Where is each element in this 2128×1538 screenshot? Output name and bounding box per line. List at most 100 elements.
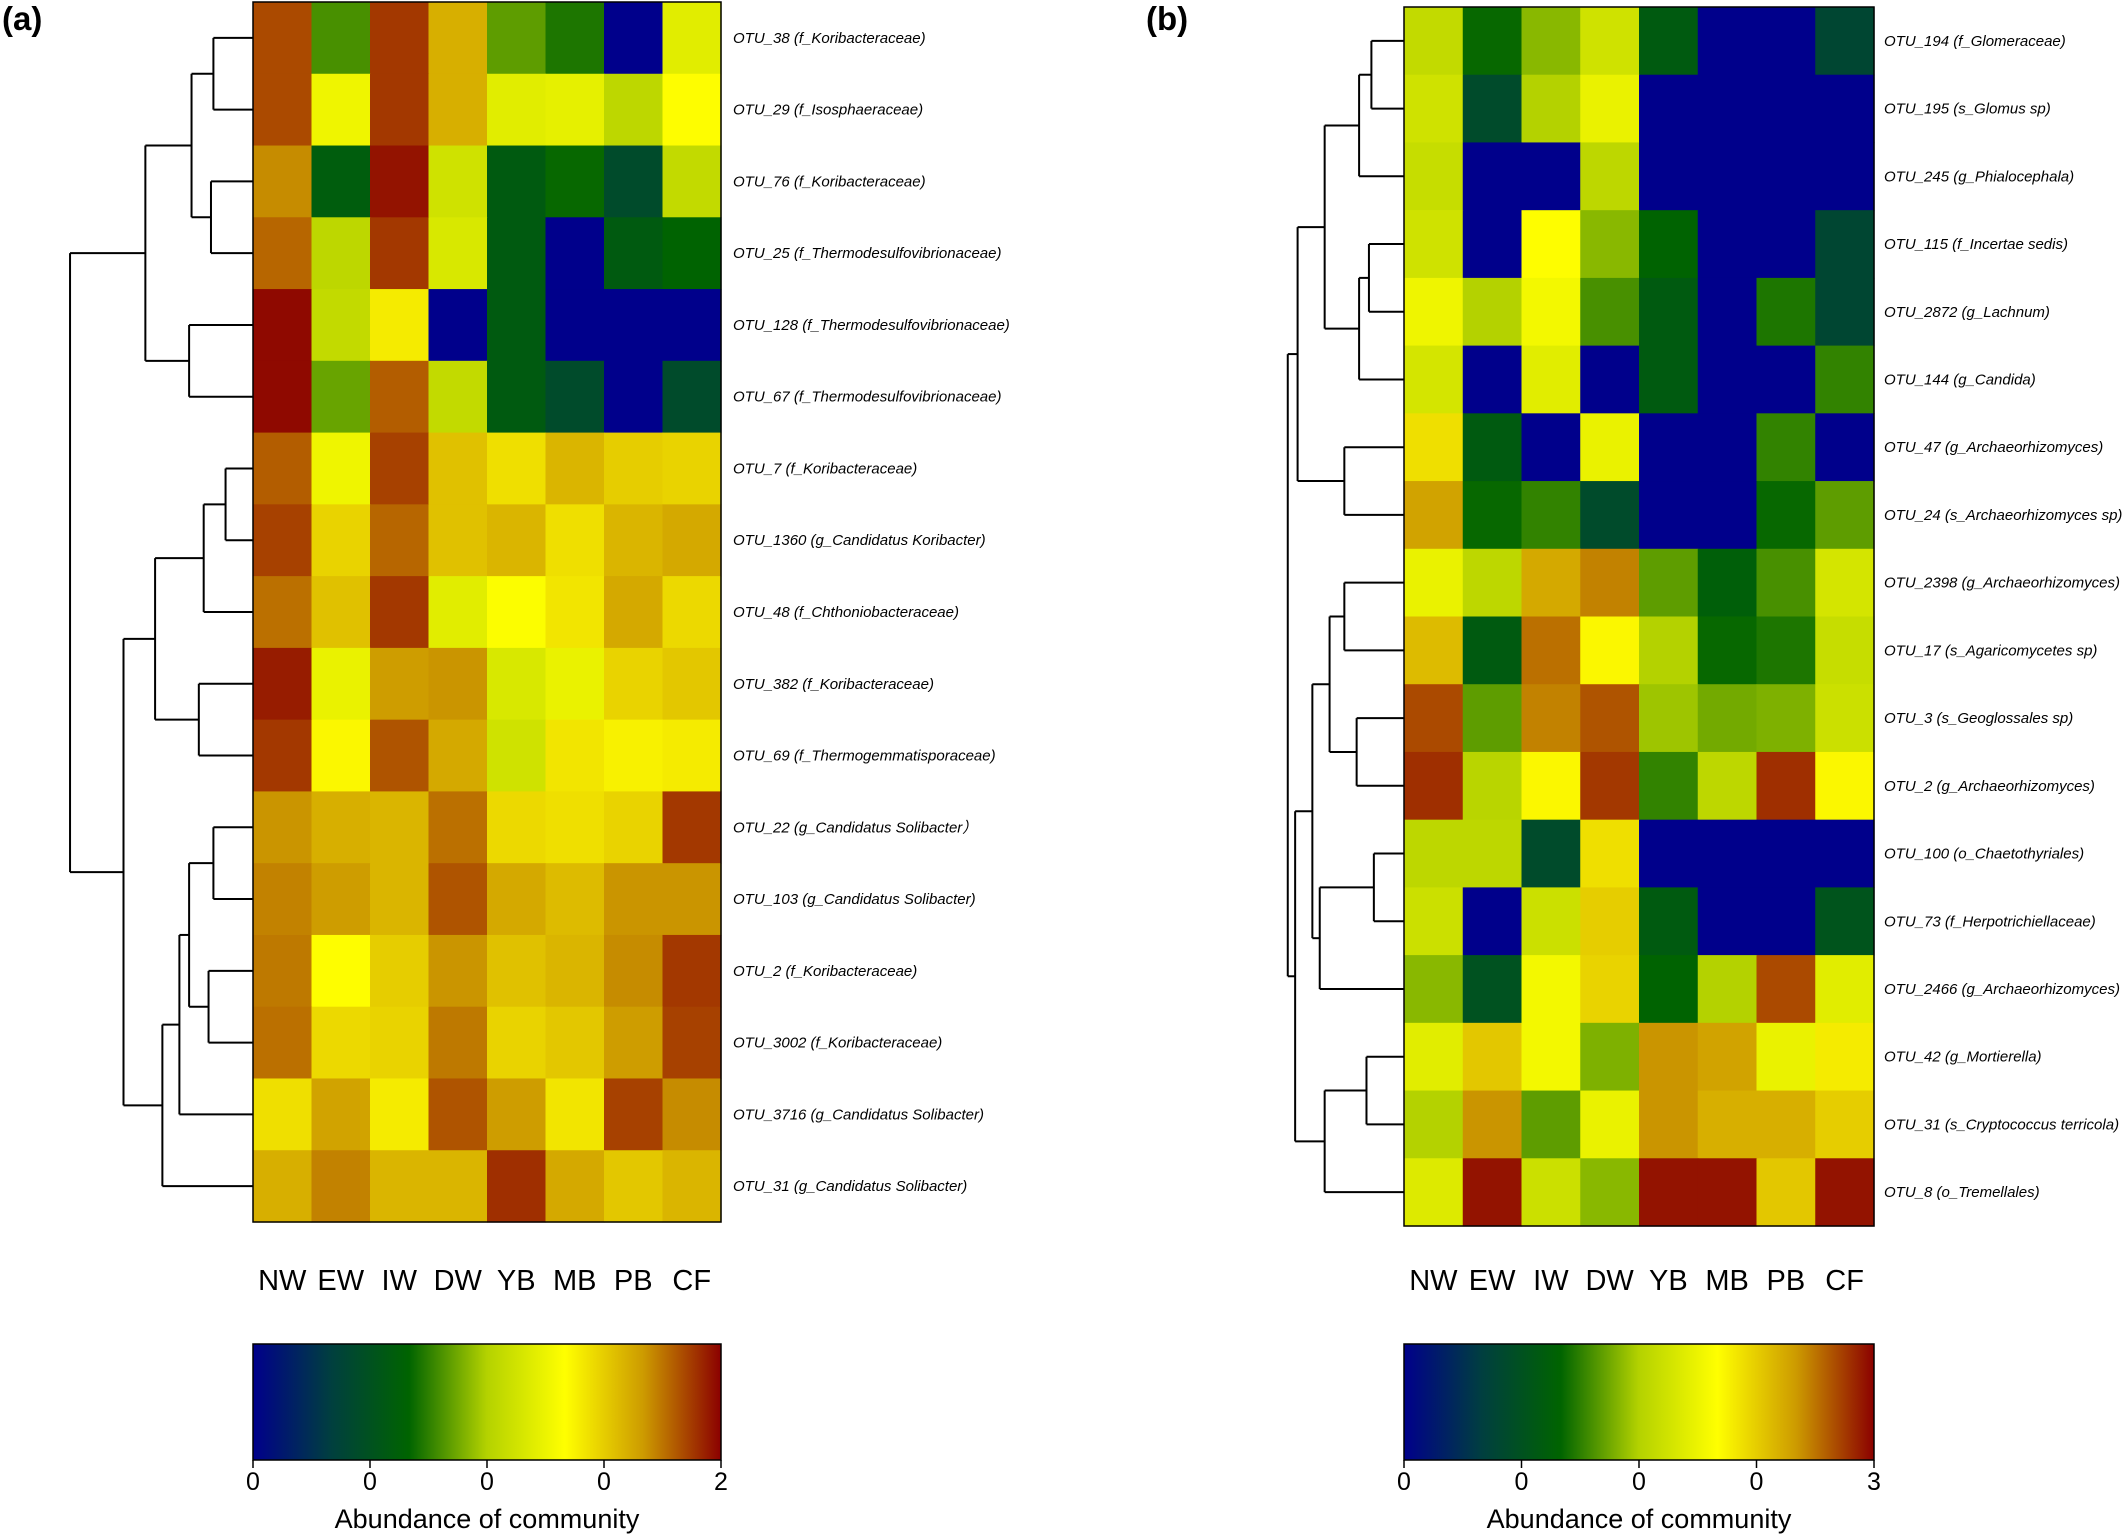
heatmap-cell (1462, 74, 1523, 144)
heatmap-cell (662, 647, 722, 721)
heatmap-cell (253, 217, 313, 290)
heatmap-cell (370, 73, 430, 147)
row-label: OTU_7 (f_Koribacteraceae) (733, 460, 917, 477)
heatmap-cell (311, 1150, 371, 1223)
row-label: OTU_128 (f_Thermodesulfovibrionaceae) (733, 317, 1010, 334)
row-label: OTU_8 (o_Tremellales) (1884, 1184, 2040, 1201)
heatmap-cell (1580, 751, 1640, 821)
row-dendrogram (69, 36, 253, 1188)
heatmap-cell (545, 863, 605, 936)
panel-a-label: (a) (2, 0, 42, 37)
heatmap-cell (1580, 1090, 1640, 1159)
row-label: OTU_3716 (g_Candidatus Solibacter) (733, 1106, 984, 1123)
heatmap-cell (1580, 548, 1640, 618)
row-label: OTU_3002 (f_Koribacteraceae) (733, 1035, 942, 1052)
heatmap-cell (1697, 142, 1758, 211)
heatmap-cell (1580, 684, 1640, 753)
heatmap-cell (1580, 887, 1640, 956)
panel-b-label: (b) (1146, 0, 1188, 37)
heatmap-cell (1580, 481, 1640, 550)
column-label: EW (1469, 1265, 1516, 1297)
heatmap-cell (370, 289, 430, 362)
heatmap-cell (370, 217, 430, 290)
heatmap-cell (253, 791, 313, 864)
row-label: OTU_2398 (g_Archaeorhizomyces) (1884, 575, 2120, 592)
heatmap-cell (1462, 548, 1523, 618)
heatmap-cell (545, 145, 605, 218)
heatmap-cell (1521, 1158, 1581, 1227)
heatmap-cell (662, 1006, 722, 1080)
colorbar-tick-label: 0 (1632, 1468, 1646, 1496)
heatmap-cell (1521, 210, 1581, 279)
heatmap-cell (253, 934, 313, 1008)
heatmap-cell (662, 360, 722, 434)
heatmap-cell (1580, 142, 1640, 211)
heatmap-cell (428, 647, 488, 721)
column-label: YB (497, 1265, 536, 1297)
panel-b: (b) OTU_194 (f_Glomeraceae) OTU_195 (s_Gl… (1146, 0, 2122, 1534)
row-label: OTU_67 (f_Thermodesulfovibrionaceae) (733, 389, 1001, 406)
heatmap-cell (1697, 548, 1758, 618)
heatmap-cell (487, 217, 547, 290)
heatmap-cell (545, 217, 605, 290)
heatmap-cell (253, 647, 313, 721)
colorbar-gradient (252, 1343, 722, 1461)
heatmap-cell (662, 432, 722, 505)
heatmap-cell (253, 504, 313, 577)
heatmap-cell (1580, 819, 1640, 888)
heatmap-cell (1756, 1090, 1816, 1159)
heatmap-cell (311, 1006, 371, 1080)
heatmap-cell (1697, 277, 1758, 347)
heatmap-cell (604, 576, 664, 649)
heatmap-cell (370, 934, 430, 1008)
heatmap-cell (1462, 142, 1523, 211)
colorbar-tick-label: 0 (480, 1468, 494, 1496)
heatmap-cell (1815, 819, 1875, 888)
heatmap-cell (1815, 1090, 1875, 1159)
heatmap-cell (604, 1006, 664, 1080)
heatmap-cell (1462, 413, 1523, 482)
column-label: MB (553, 1265, 597, 1297)
heatmap-cell (1580, 413, 1640, 482)
heatmap-cell (1404, 277, 1464, 347)
heatmap-cell (428, 791, 488, 864)
heatmap-cell (428, 1006, 488, 1080)
colorbar-title: Abundance of community (1487, 1504, 1792, 1534)
heatmap-cell (545, 1150, 605, 1223)
row-label: OTU_29 (f_Isosphaeraceae) (733, 102, 923, 119)
heatmap-cell (1756, 142, 1816, 211)
row-label: OTU_245 (g_Phialocephala) (1884, 168, 2074, 185)
heatmap-cell (1697, 481, 1758, 550)
heatmap-cell (253, 73, 313, 147)
row-label: OTU_22 (g_Candidatus Solibacter） (733, 819, 977, 836)
heatmap-cell (311, 504, 371, 577)
heatmap-cell (428, 360, 488, 434)
heatmap-cell (428, 1078, 488, 1151)
heatmap-cell (1404, 413, 1464, 482)
heatmap-cell (487, 791, 547, 864)
heatmap-cell (1756, 277, 1816, 347)
heatmap-cell (1521, 819, 1581, 888)
heatmap-cell (428, 2, 488, 75)
heatmap-cell (1404, 74, 1464, 144)
heatmap-cell (1404, 1090, 1464, 1159)
column-label: CF (1825, 1265, 1864, 1297)
heatmap-cell (428, 504, 488, 577)
panel-a: (a) OTU_38 (f_Koribacteraceae) OTU_29 (f_… (2, 0, 1010, 1534)
heatmap-cell (1639, 1090, 1699, 1159)
heatmap-cell (604, 863, 664, 936)
heatmap-cell (428, 719, 488, 793)
heatmap-cell (370, 2, 430, 75)
heatmap-cell (1815, 413, 1875, 482)
heatmap-cell (1815, 142, 1875, 211)
heatmap-cell (604, 504, 664, 577)
heatmap-cell (545, 576, 605, 649)
heatmap-cell (428, 432, 488, 505)
heatmap-cell (1521, 684, 1581, 753)
heatmap-cell (604, 2, 664, 75)
heatmap-cell (1404, 751, 1464, 821)
heatmap-cell (604, 73, 664, 147)
heatmap-cell (1521, 548, 1581, 618)
heatmap-cell (370, 576, 430, 649)
heatmap-cell (428, 217, 488, 290)
